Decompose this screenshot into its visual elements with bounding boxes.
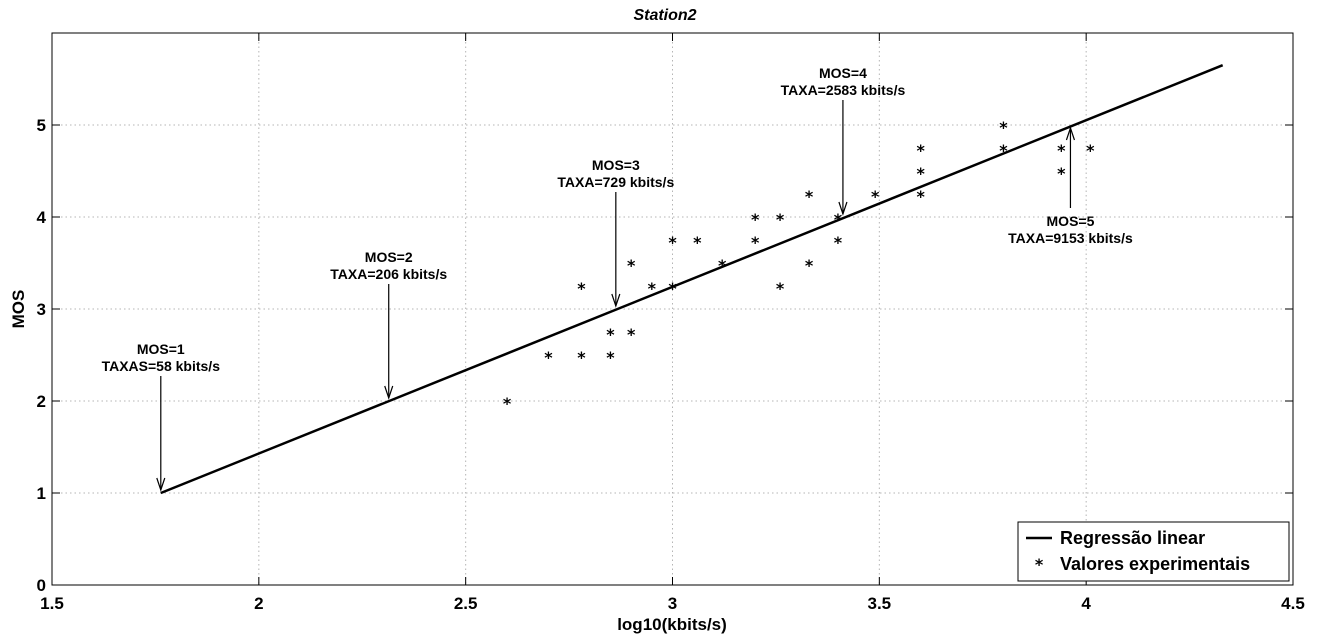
annotation-arrowhead	[838, 201, 848, 216]
annotation-text: MOS=4	[819, 65, 867, 81]
data-point: *	[648, 279, 657, 298]
data-point: *	[627, 256, 636, 275]
annotation-arrowhead	[1065, 126, 1076, 141]
data-point: *	[668, 279, 677, 298]
data-point: *	[544, 348, 553, 367]
annotation-text: MOS=2	[365, 249, 413, 265]
data-point: *	[776, 279, 785, 298]
data-point: *	[693, 233, 702, 252]
y-tick-label: 1	[37, 484, 46, 503]
legend: Regressão linear * Valores experimentais	[1017, 521, 1290, 582]
data-point: *	[718, 256, 727, 275]
x-axis-label: log10(kbits/s)	[617, 615, 727, 634]
y-tick-label: 0	[37, 576, 46, 595]
data-point: *	[834, 233, 843, 252]
x-tick-label: 1.5	[40, 594, 64, 613]
data-point: *	[751, 210, 760, 229]
y-tick-label: 4	[37, 208, 47, 227]
y-tick-label: 2	[37, 392, 46, 411]
annotation-arrowhead	[156, 477, 166, 492]
x-tick-label: 4.5	[1281, 594, 1305, 613]
legend-entry-regression: Regressão linear	[1060, 528, 1205, 548]
chart-title: Station2	[633, 7, 696, 24]
legend-entry-experimental: Valores experimentais	[1060, 554, 1250, 574]
annotation-text: TAXA=206 kbits/s	[330, 266, 447, 282]
data-point: *	[999, 141, 1008, 160]
annotation-text: TAXA=2583 kbits/s	[781, 82, 906, 98]
regression-line	[160, 64, 1224, 495]
data-point: *	[668, 233, 677, 252]
annotation-arrowhead	[611, 293, 621, 308]
data-point: *	[776, 210, 785, 229]
grid-lines	[52, 33, 1293, 585]
annotation-text: TAXAS=58 kbits/s	[102, 358, 221, 374]
data-point: *	[917, 164, 926, 183]
x-tick-labels: 1.5 2 2.5 3 3.5 4 4.5	[40, 594, 1305, 613]
legend-box	[1017, 521, 1290, 582]
annotation-text: TAXA=729 kbits/s	[557, 174, 674, 190]
annotation-text: MOS=5	[1047, 213, 1095, 229]
data-point: *	[805, 256, 814, 275]
data-point: *	[1057, 141, 1066, 160]
data-point: *	[627, 325, 636, 344]
data-point: *	[1086, 141, 1095, 160]
y-tick-labels: 0 1 2 3 4 5	[37, 116, 47, 595]
x-tick-label: 4	[1081, 594, 1091, 613]
plot-frame	[51, 32, 1294, 586]
data-point: *	[871, 187, 880, 206]
x-tick-label: 2	[254, 594, 263, 613]
x-tick-label: 3	[668, 594, 677, 613]
annotation-text: MOS=1	[137, 341, 185, 357]
series-layer: * * * * * * * * * * * * * * * * * * * * * * * * * * * * * *	[160, 64, 1224, 495]
annotation-text: TAXA=9153 kbits/s	[1008, 230, 1133, 246]
annotation-arrowhead	[384, 385, 394, 400]
legend-marker-swatch: *	[1035, 555, 1044, 574]
y-axis-label: MOS	[9, 290, 28, 329]
data-point: *	[1057, 164, 1066, 183]
data-point: *	[751, 233, 760, 252]
data-point: *	[606, 348, 615, 367]
data-point: *	[805, 187, 814, 206]
data-point: *	[503, 394, 512, 413]
data-point: *	[999, 118, 1008, 137]
y-tick-label: 5	[37, 116, 46, 135]
data-point: *	[917, 141, 926, 160]
data-point: *	[834, 210, 843, 229]
data-point: *	[577, 279, 586, 298]
x-tick-label: 3.5	[868, 594, 892, 613]
x-tick-label: 2.5	[454, 594, 478, 613]
data-point: *	[917, 187, 926, 206]
annotation-text: MOS=3	[592, 157, 640, 173]
data-point: *	[606, 325, 615, 344]
y-tick-label: 3	[37, 300, 46, 319]
data-point: *	[577, 348, 586, 367]
